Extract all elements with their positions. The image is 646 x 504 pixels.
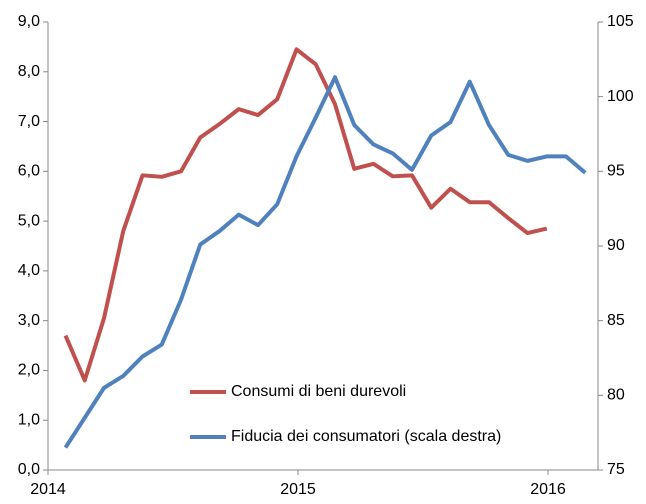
y-tick-label: 5,0 (18, 212, 40, 229)
y-tick-label: 3,0 (18, 312, 40, 329)
y-tick-label: 4,0 (18, 262, 40, 279)
y2-tick-label: 105 (607, 13, 634, 30)
y-tick-label: 1,0 (18, 411, 40, 428)
y-tick-label: 0,0 (18, 461, 40, 478)
y-tick-label: 7,0 (18, 113, 40, 130)
y-tick-label: 8,0 (18, 63, 40, 80)
y2-tick-label: 100 (607, 88, 634, 105)
y-tick-label: 2,0 (18, 362, 40, 379)
legend-label: Consumi di beni durevoli (231, 383, 406, 400)
x-tick-label: 2014 (30, 481, 66, 498)
series-line (63, 47, 548, 383)
y2-tick-label: 95 (607, 163, 625, 180)
y2-tick-label: 80 (607, 387, 625, 404)
legend-label: Fiducia dei consumatori (scala destra) (231, 428, 501, 445)
y-tick-label: 6,0 (18, 163, 40, 180)
x-tick-label: 2015 (280, 481, 316, 498)
series-line (63, 75, 587, 449)
y2-tick-label: 75 (607, 461, 625, 478)
y-tick-label: 9,0 (18, 13, 40, 30)
y2-tick-label: 90 (607, 237, 625, 254)
y2-tick-label: 85 (607, 312, 625, 329)
x-tick-label: 2016 (530, 481, 566, 498)
